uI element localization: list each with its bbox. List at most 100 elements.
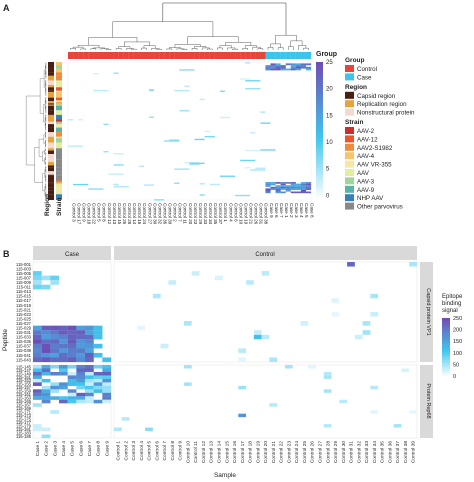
strain-legend-swatch — [345, 152, 354, 160]
colorbar-b: 250 200 150 100 50 0 — [442, 316, 462, 380]
heatmap-a-cell — [270, 188, 276, 191]
region-annotation-cell — [48, 104, 54, 106]
group-bar-cell — [245, 52, 251, 59]
heatmap-a-cell — [265, 185, 271, 187]
heatmap-a-cell — [265, 188, 271, 191]
sample-label-a: Control 22 — [92, 203, 97, 225]
strain-annotation-cell — [56, 142, 62, 149]
colorbar-a-segment — [316, 73, 323, 76]
heatmap-a-cell — [295, 186, 301, 189]
strain-annotation-cell — [56, 154, 62, 160]
heatmap-a-cell — [174, 168, 190, 170]
peptide-label: 115-007 — [16, 276, 32, 281]
sample-label-a: Control 17 — [76, 203, 81, 225]
dendrogram-branch — [288, 46, 294, 50]
colorbar-a-segment — [316, 109, 323, 113]
heatmap-b-cell — [50, 339, 60, 344]
heatmap-b-cell — [93, 334, 103, 340]
heatmap-b-cell — [59, 352, 68, 358]
dendrogram-branch — [270, 43, 281, 48]
heatmap-a-cell — [113, 72, 119, 74]
region-legend-label: Capsid region — [357, 93, 396, 100]
dendrogram-branch — [244, 45, 257, 49]
colorbar-a-segment — [316, 80, 323, 83]
colorbar-b-segment — [442, 345, 450, 348]
heatmap-b-cell — [67, 339, 77, 344]
sample-label-a: Control 30 — [152, 203, 157, 225]
heatmap-b-cell — [50, 334, 60, 340]
dendrogram-branch — [267, 47, 274, 50]
colorbar-b-segment — [442, 371, 450, 374]
heatmap-a-cell — [73, 183, 89, 186]
strain-annotation-cell — [56, 90, 62, 92]
colorbar-a-segment — [316, 143, 323, 147]
heatmap-a-cell — [275, 189, 281, 192]
strain-annotation-cell — [56, 110, 62, 115]
heatmap-a-cell — [305, 186, 312, 189]
sample-label-a: Control 12 — [107, 203, 112, 225]
dendrogram-branch — [275, 35, 297, 44]
region-annotation-cell — [48, 165, 54, 168]
group-bar-cell — [194, 52, 200, 59]
sample-label-a: Case 8 — [309, 203, 314, 218]
group-annotation-bar — [68, 52, 312, 59]
heatmap-a-cell — [300, 182, 307, 184]
colorbar-a-segment — [316, 164, 323, 167]
sample-label-b: Control 6 — [154, 441, 160, 461]
region-annotation-cell — [48, 132, 54, 137]
heatmap-a-cell — [285, 188, 291, 191]
colorbar-a-segment — [316, 182, 323, 185]
colorbar-a-segment — [316, 168, 323, 172]
sample-label-b: Control 1 — [115, 441, 121, 461]
dendrogram-branch — [70, 48, 76, 50]
heatmap-b-cell — [41, 427, 51, 432]
heatmap-a-cell — [260, 122, 271, 124]
sample-label-b: Case 6 — [78, 441, 84, 457]
colorbar-a-segment — [316, 116, 323, 119]
heatmap-b-cell — [85, 399, 94, 404]
peptide-label: 115-011 — [16, 285, 31, 290]
dendrogram-branch — [42, 173, 45, 192]
heatmap-b-cell — [261, 271, 270, 276]
heatmap-b-cell — [67, 352, 77, 358]
heatmap-a-cell — [280, 188, 286, 191]
colorbar-b-segment — [442, 352, 450, 355]
group-bar-cell — [169, 52, 175, 59]
colorbar-b-segment — [442, 341, 450, 343]
sample-label-a: Control 14 — [132, 203, 137, 225]
heatmap-b-cell — [76, 378, 86, 383]
peptide-label: 115-021 — [16, 307, 32, 312]
region-annotation-cell — [48, 194, 54, 201]
heatmap-a-cell — [250, 169, 266, 171]
heatmap-b-cell — [33, 357, 42, 363]
strain-annotation-cell — [56, 167, 62, 172]
group-bar-cell — [305, 52, 312, 59]
sample-label-b: Control 37 — [395, 441, 401, 463]
peptide-label: 115-153 — [16, 378, 32, 383]
heatmap-a-cell — [174, 182, 180, 184]
group-bar-cell — [174, 52, 180, 59]
colorbar-a-segment — [316, 118, 323, 122]
heatmap-b-cell — [85, 365, 94, 369]
group-bar-cell — [214, 52, 220, 59]
peptide-label: 115-031 — [16, 330, 32, 335]
colorbar-a-segment — [316, 186, 323, 190]
strain-legend-label: NHP AAV — [357, 195, 384, 202]
heatmap-b-cell — [41, 392, 51, 397]
dendrogram-branch — [227, 47, 236, 50]
heatmap-a-cell — [285, 186, 291, 189]
region-annotation-cell — [48, 121, 54, 125]
heatmap-b-cell — [102, 378, 112, 383]
region-annotation-cell — [48, 101, 54, 103]
heatmap-b-cell — [93, 382, 103, 386]
heatmap-a-cell — [245, 167, 251, 169]
heatmap-b-cell — [269, 357, 278, 362]
heatmap-a-cell — [245, 149, 261, 152]
strain-annotation-cell — [56, 105, 62, 111]
heatmap-b-cell — [269, 403, 278, 407]
heatmap-b-cell — [85, 334, 94, 340]
sample-label-a: Control 9 — [81, 203, 86, 222]
colorbar-b-tick: 250 — [453, 316, 462, 322]
heatmap-b-cell — [33, 284, 42, 290]
heatmap-b-cell — [160, 343, 169, 349]
